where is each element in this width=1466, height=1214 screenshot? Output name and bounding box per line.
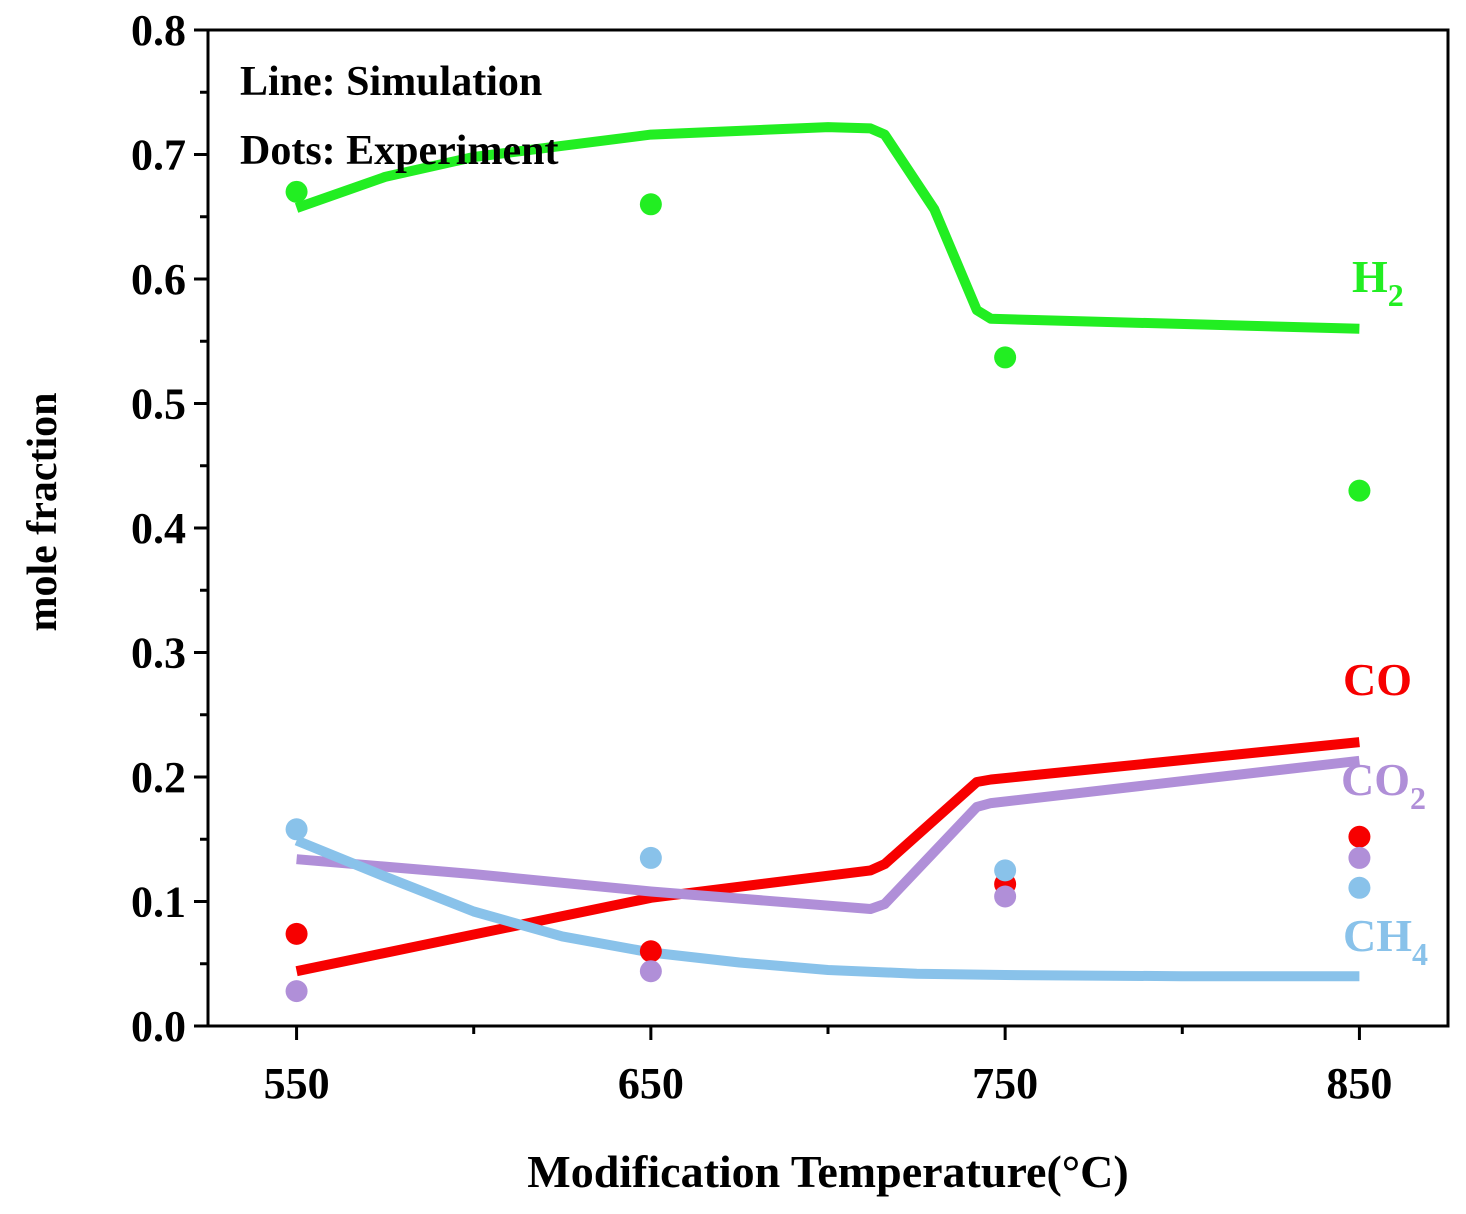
x-tick-label: 650 — [618, 1059, 684, 1108]
y-tick-label: 0.7 — [131, 131, 186, 180]
y-axis-label: mole fraction — [20, 392, 66, 631]
co2-experiment-point — [639, 960, 662, 983]
co-experiment-point — [1348, 825, 1371, 848]
y-tick-label: 0.1 — [131, 878, 186, 927]
co-experiment-point — [639, 940, 662, 963]
axis-ticks: 0.0 0.1 0.2 0.3 0.4 0.5 0.6 0.7 0.8 550 650 750 850 — [131, 6, 1392, 1108]
h2-experiment-point — [285, 180, 308, 203]
h2-simulation-line — [294, 122, 1360, 334]
ch4-experiment-point — [994, 859, 1017, 882]
co2-experiment-point — [1348, 846, 1371, 869]
simulation-lines — [294, 122, 1360, 982]
annotation-line: Line: Simulation — [240, 59, 542, 105]
x-tick-label: 750 — [972, 1059, 1038, 1108]
co-series-label: CO — [1343, 654, 1412, 705]
co-experiment-point — [285, 922, 308, 945]
h2-experiment-point — [1348, 479, 1371, 502]
co2-simulation-line — [296, 755, 1360, 914]
y-tick-label: 0.3 — [131, 629, 186, 678]
x-tick-label: 550 — [264, 1059, 330, 1108]
y-tick-label: 0.4 — [131, 504, 186, 553]
y-tick-label: 0.0 — [131, 1002, 186, 1051]
ch4-experiment-point — [639, 846, 662, 869]
co2-experiment-point — [994, 885, 1017, 908]
ch4-experiment-point — [285, 818, 308, 841]
y-tick-label: 0.8 — [131, 6, 186, 55]
h2-series-label: H2 — [1352, 251, 1404, 313]
y-tick-label: 0.5 — [131, 380, 186, 429]
ch4-series-label: CH4 — [1343, 910, 1428, 972]
series-labels: H2 CO CO2 CH4 — [1341, 251, 1428, 972]
ch4-simulation-line — [294, 835, 1360, 982]
y-tick-label: 0.6 — [131, 255, 186, 304]
h2-experiment-point — [994, 346, 1017, 369]
h2-experiment-point — [639, 193, 662, 216]
y-tick-label: 0.2 — [131, 753, 186, 802]
co2-series-label: CO2 — [1341, 754, 1426, 816]
co2-experiment-point — [285, 980, 308, 1003]
ch4-experiment-point — [1348, 876, 1371, 899]
x-axis-label: Modification Temperature(°C) — [527, 1146, 1128, 1197]
co-simulation-line — [295, 737, 1360, 977]
annotation-dots: Dots: Experiment — [240, 128, 558, 174]
x-tick-label: 850 — [1326, 1059, 1392, 1108]
experiment-points — [285, 180, 1371, 1003]
